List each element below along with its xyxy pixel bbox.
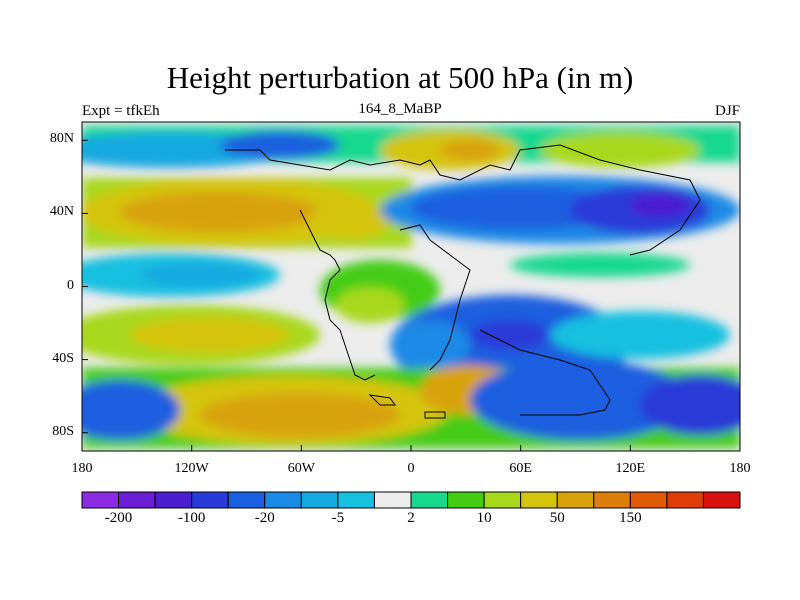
colorbar-swatch <box>520 491 558 509</box>
lat-tick-label: 40N <box>49 204 74 220</box>
colorbar-swatch <box>373 491 412 509</box>
colorbar-swatch <box>227 491 266 509</box>
colorbar-swatch <box>666 491 704 509</box>
colorbar-swatch <box>447 491 485 509</box>
colorbar-swatch <box>702 491 741 509</box>
season-label: DJF <box>714 103 740 119</box>
height-field <box>82 122 740 451</box>
coastlines <box>225 144 701 419</box>
lon-tick-label: 180 <box>71 461 93 476</box>
lon-tick-label: 120W <box>174 461 209 476</box>
colorbar-swatch <box>154 491 193 509</box>
colorbar-swatch <box>593 491 631 509</box>
colorbar-label: -5 <box>331 510 345 526</box>
colorbar-label: 2 <box>407 510 415 526</box>
colorbar-swatch <box>556 491 595 509</box>
colorbar-label: -200 <box>104 510 133 526</box>
colorbar-label: 50 <box>549 510 565 526</box>
colorbar-swatch <box>483 491 522 509</box>
colorbar-label: -20 <box>254 510 275 526</box>
colorbar-swatch <box>410 491 449 509</box>
lat-tick-label: 40S <box>52 350 74 366</box>
colorbar-swatch <box>264 491 302 509</box>
lat-tick-label: 80S <box>52 423 74 439</box>
colorbar <box>81 491 741 509</box>
lon-tick-label: 60W <box>287 461 315 476</box>
lat-tick-label: 80N <box>49 131 74 147</box>
map-title: Height perturbation at 500 hPa (in m) <box>166 60 634 95</box>
experiment-id-label: 164_8_MaBP <box>358 101 442 117</box>
lon-tick-label: 180 <box>729 461 751 476</box>
colorbar-swatch <box>81 491 120 509</box>
experiment-label: Expt = tfkEh <box>82 103 160 119</box>
colorbar-swatch <box>118 491 156 509</box>
lon-tick-label: 0 <box>407 461 415 476</box>
colorbar-swatch <box>191 491 229 509</box>
colorbar-label: 10 <box>476 510 492 526</box>
colorbar-label: -100 <box>177 510 206 526</box>
lon-tick-label: 120E <box>615 461 646 476</box>
lat-tick-label: 0 <box>67 277 74 293</box>
colorbar-swatch <box>629 491 668 509</box>
colorbar-swatch <box>300 491 339 509</box>
colorbar-label: 150 <box>619 510 642 526</box>
lon-tick-label: 60E <box>509 461 532 476</box>
colorbar-swatch <box>337 491 375 509</box>
